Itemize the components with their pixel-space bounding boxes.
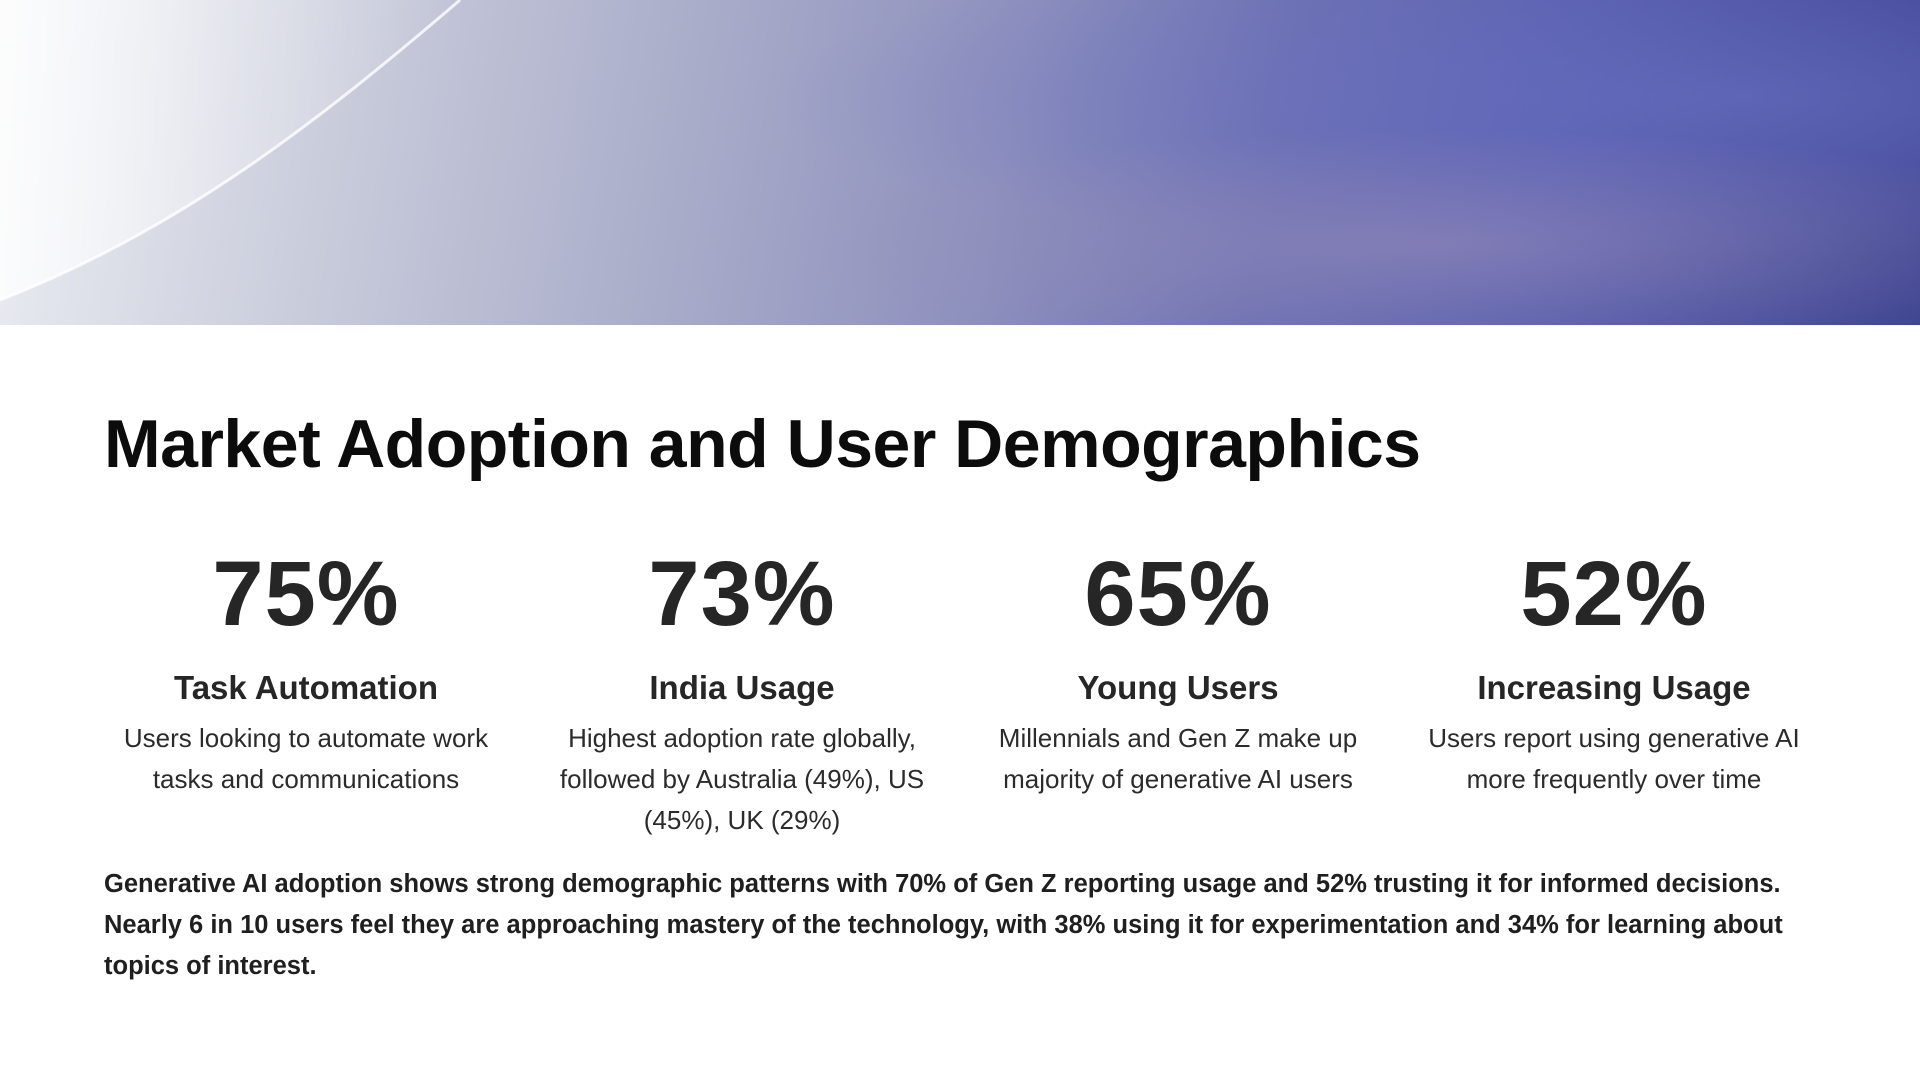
stat-card-india-usage: 73% India Usage Highest adoption rate gl… [524,535,960,841]
stat-value: 52% [1520,543,1708,645]
page-title: Market Adoption and User Demographics [104,406,1421,482]
stat-value: 73% [648,543,836,645]
stat-description: Users report using generative AI more fr… [1428,723,1800,794]
stat-card-task-automation: 75% Task Automation Users looking to aut… [88,535,524,841]
header-banner-image [0,0,1920,325]
stat-value: 75% [212,543,400,645]
stat-label: Increasing Usage [1477,669,1751,706]
stat-label: Young Users [1077,669,1279,706]
stats-row: 75% Task Automation Users looking to aut… [88,535,1832,841]
stat-description: Millennials and Gen Z make up majority o… [998,723,1358,794]
stat-description: Highest adoption rate globally, followed… [559,723,925,835]
stat-description: Users looking to automate work tasks and… [123,723,489,794]
summary-paragraph: Generative AI adoption shows strong demo… [104,870,1783,980]
stat-label: Task Automation [173,669,439,706]
stat-label: India Usage [649,669,835,706]
stat-card-increasing-usage: 52% Increasing Usage Users report using … [1396,535,1832,841]
stat-card-young-users: 65% Young Users Millennials and Gen Z ma… [960,535,1396,841]
stat-value: 65% [1084,543,1272,645]
